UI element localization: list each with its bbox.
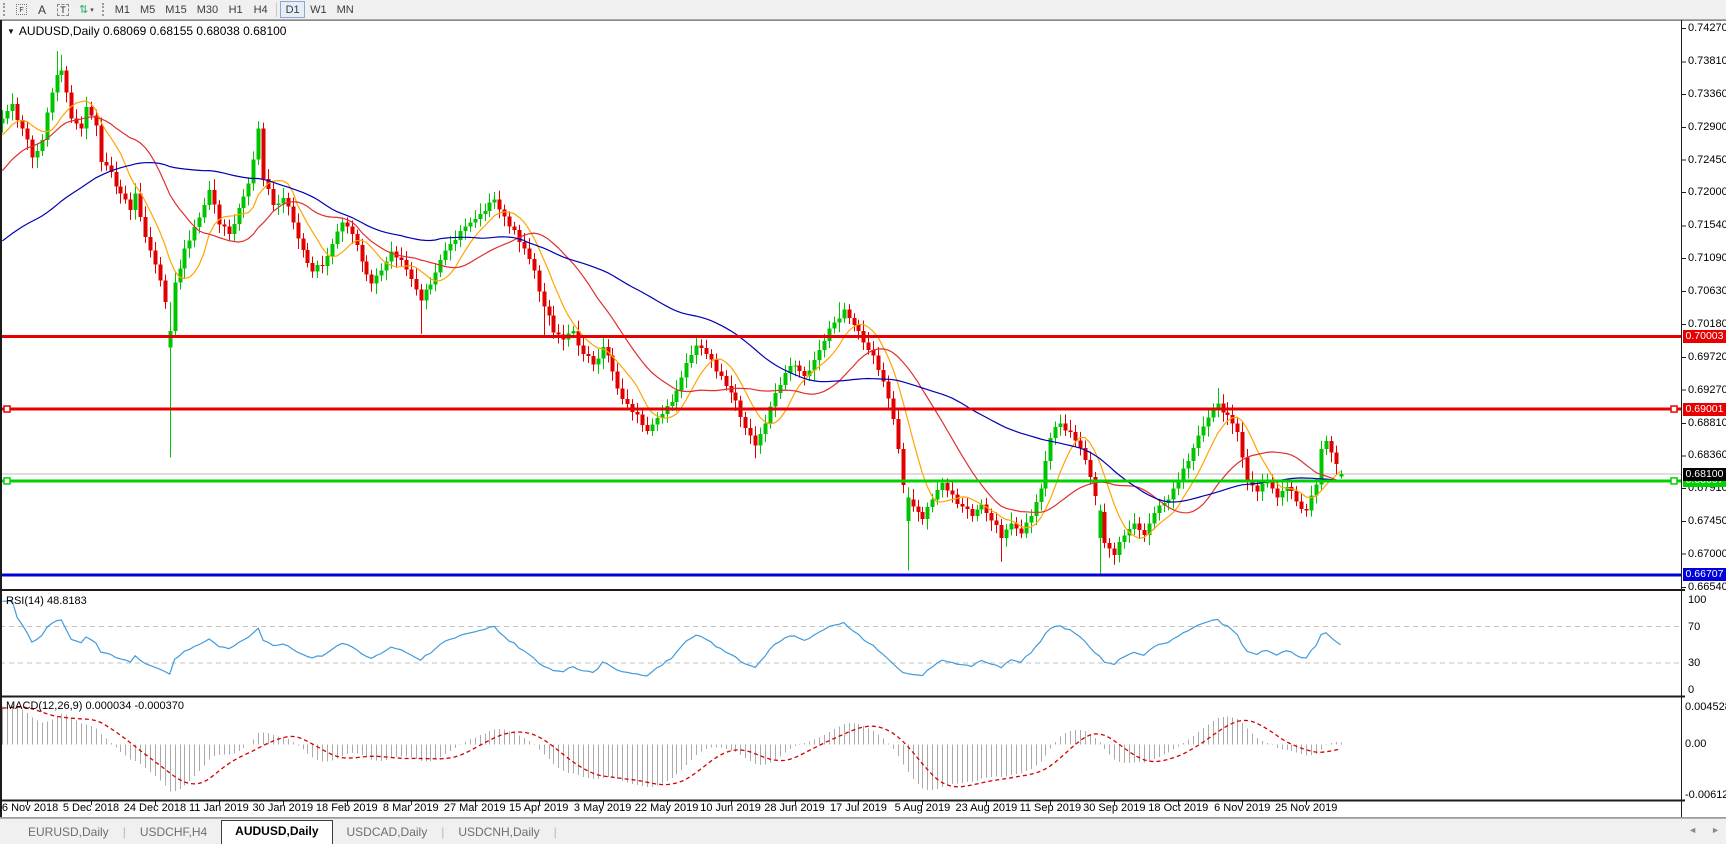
date-axis-label: 24 Dec 2018 — [123, 802, 187, 814]
hline-price-badge: 0.69001 — [1683, 402, 1726, 416]
price-axis-tick-label: 0.74270 — [1688, 22, 1726, 34]
arrows-tool-button[interactable]: ⇅ ▾ — [74, 1, 99, 18]
price-axis-tick-label: 0.72000 — [1688, 186, 1726, 199]
horizontal-lines-layer — [0, 335, 1681, 577]
rsi-axis-tick-label: 30 — [1688, 656, 1701, 669]
date-axis-label: 5 Dec 2018 — [62, 802, 120, 814]
rsi-panel-layer — [0, 600, 1681, 677]
text-label-tool-button[interactable]: T — [52, 1, 74, 18]
toolbar-grip-2[interactable] — [101, 3, 106, 16]
price-axis-tick-label: 0.67450 — [1688, 515, 1726, 528]
macd-axis-tick-label: 0.00 — [1685, 738, 1707, 751]
chart-symbol-period: AUDUSD,Daily — [18, 24, 100, 38]
chart-title: ▼ AUDUSD,Daily 0.68069 0.68155 0.68038 0.… — [7, 24, 286, 38]
date-axis-label: 5 Aug 2019 — [894, 802, 951, 814]
price-axis-tick-label: 0.69270 — [1688, 383, 1726, 396]
price-axis-tick-label: 0.71090 — [1688, 251, 1726, 264]
timeframe-h1-button[interactable]: H1 — [228, 3, 243, 16]
date-axis-label: 8 Mar 2019 — [382, 802, 439, 814]
current-price-badge: 0.68100 — [1683, 467, 1726, 481]
rsi-axis-tick-label: 100 — [1688, 593, 1707, 606]
tab-scroll-left-icon[interactable]: ◄ — [1688, 825, 1698, 835]
price-axis-tick-label: 0.68810 — [1688, 416, 1726, 429]
price-axis-tick-label: 0.73360 — [1688, 87, 1726, 100]
toolbar: F A T ⇅ ▾ M1 M5 M15 M30 H1 H4 D1 W1 MN — [0, 0, 1726, 20]
date-axis-label: 22 May 2019 — [634, 802, 699, 814]
date-axis-label: 3 May 2019 — [573, 802, 632, 814]
rsi-indicator-label: RSI(14) 48.8183 — [6, 595, 87, 607]
price-axis-tick-label: 0.71540 — [1688, 219, 1726, 232]
hline-price-badge: 0.66707 — [1683, 568, 1726, 582]
tab-eurusd-daily[interactable]: EURUSD,Daily — [28, 825, 109, 839]
chart-ohlc-values: 0.68069 0.68155 0.68038 0.68100 — [102, 24, 287, 38]
tab-usdcad-daily[interactable]: USDCAD,Daily — [346, 825, 428, 839]
price-axis-tick-label: 0.70630 — [1688, 285, 1726, 298]
rsi-axis-tick-label: 70 — [1688, 620, 1701, 633]
price-axis-tick-label: 0.69720 — [1688, 351, 1726, 364]
tab-audusd-daily-active[interactable]: AUDUSD,Daily — [221, 820, 333, 844]
macd-panel-layer — [2, 705, 1342, 792]
date-axis-label: 30 Sep 2019 — [1083, 802, 1146, 814]
dotted-grid-f-tool-button[interactable]: F — [11, 1, 32, 18]
date-axis-label: 10 Jun 2019 — [700, 802, 761, 814]
date-axis-label: 25 Nov 2019 — [1274, 802, 1338, 814]
tab-usdcnh-daily[interactable]: USDCNH,Daily — [458, 825, 540, 839]
macd-axis-tick-label: 0.004528 — [1685, 701, 1726, 713]
text-label-icon: T — [57, 3, 69, 16]
tab-scroll-right-icon[interactable]: ► — [1711, 825, 1720, 835]
timeframe-mn-button[interactable]: MN — [336, 3, 354, 16]
timeframe-m30-button[interactable]: M30 — [196, 3, 219, 16]
timeframe-m5-button[interactable]: M5 — [140, 3, 156, 16]
dotted-grid-f-icon: F — [16, 4, 27, 15]
toolbar-separator — [276, 2, 278, 17]
date-axis-label: 18 Oct 2019 — [1148, 802, 1209, 814]
price-axis-tick-label: 0.72450 — [1688, 153, 1726, 166]
date-axis-label: 11 Jan 2019 — [189, 802, 249, 814]
price-axis-tick-label: 0.70180 — [1688, 317, 1726, 330]
macd-indicator-label: MACD(12,26,9) 0.000034 -0.000370 — [6, 700, 184, 712]
timeframe-m15-button[interactable]: M15 — [165, 3, 187, 16]
timeframe-w1-button[interactable]: W1 — [310, 3, 327, 16]
date-axis-label: 28 Jun 2019 — [764, 802, 825, 814]
timeframe-d1-button[interactable]: D1 — [280, 1, 306, 18]
price-axis-tick-label: 0.67910 — [1688, 481, 1726, 494]
candlestick-layer — [0, 51, 1344, 575]
date-axis-label: 17 Jul 2019 — [830, 802, 887, 814]
hline-price-badge: 0.70003 — [1683, 330, 1726, 344]
price-axis-tick-label: 0.73810 — [1688, 55, 1726, 68]
panel-frame-layer — [0, 20, 1726, 818]
rsi-axis-tick-label: 0 — [1688, 684, 1695, 696]
date-axis-label: 18 Feb 2019 — [315, 802, 378, 814]
timeframe-m1-button[interactable]: M1 — [114, 3, 131, 16]
letter-a-icon: A — [37, 2, 46, 17]
arrows-icon: ⇅ — [79, 4, 89, 16]
date-axis-label: 15 Apr 2019 — [509, 802, 569, 814]
macd-axis-tick-label: -0.006122 — [1685, 789, 1726, 801]
chart-title-triangle-icon: ▼ — [7, 27, 15, 36]
chevron-down-icon[interactable]: ▾ — [90, 6, 94, 14]
rsi-line — [2, 600, 1341, 677]
moving-averages-layer — [1, 100, 1341, 539]
price-axis-tick-label: 0.66540 — [1688, 581, 1726, 593]
text-a-tool-button[interactable]: A — [32, 1, 52, 18]
date-axis-label: 6 Nov 2019 — [1214, 802, 1271, 814]
price-axis-tick-label: 0.68360 — [1688, 449, 1726, 462]
toolbar-grip[interactable] — [3, 3, 7, 16]
timeframe-h4-button[interactable]: H4 — [253, 3, 268, 16]
price-axis-tick-label: 0.72900 — [1688, 121, 1726, 134]
date-axis-label: 11 Sep 2019 — [1019, 802, 1082, 814]
tab-scroll-buttons: ◄ ► — [1688, 825, 1720, 835]
date-axis-label: 30 Jan 2019 — [252, 802, 314, 814]
symbol-tab-bar: EURUSD,Daily | USDCHF,H4 AUDUSD,Daily US… — [0, 818, 1726, 844]
price-axis-tick-label: 0.67000 — [1688, 547, 1726, 560]
date-axis-label: 27 Mar 2019 — [443, 802, 506, 814]
date-axis-label: 16 Nov 2018 — [0, 802, 59, 814]
date-axis-label: 23 Aug 2019 — [955, 802, 1018, 814]
tab-usdchf-h4[interactable]: USDCHF,H4 — [139, 825, 208, 839]
